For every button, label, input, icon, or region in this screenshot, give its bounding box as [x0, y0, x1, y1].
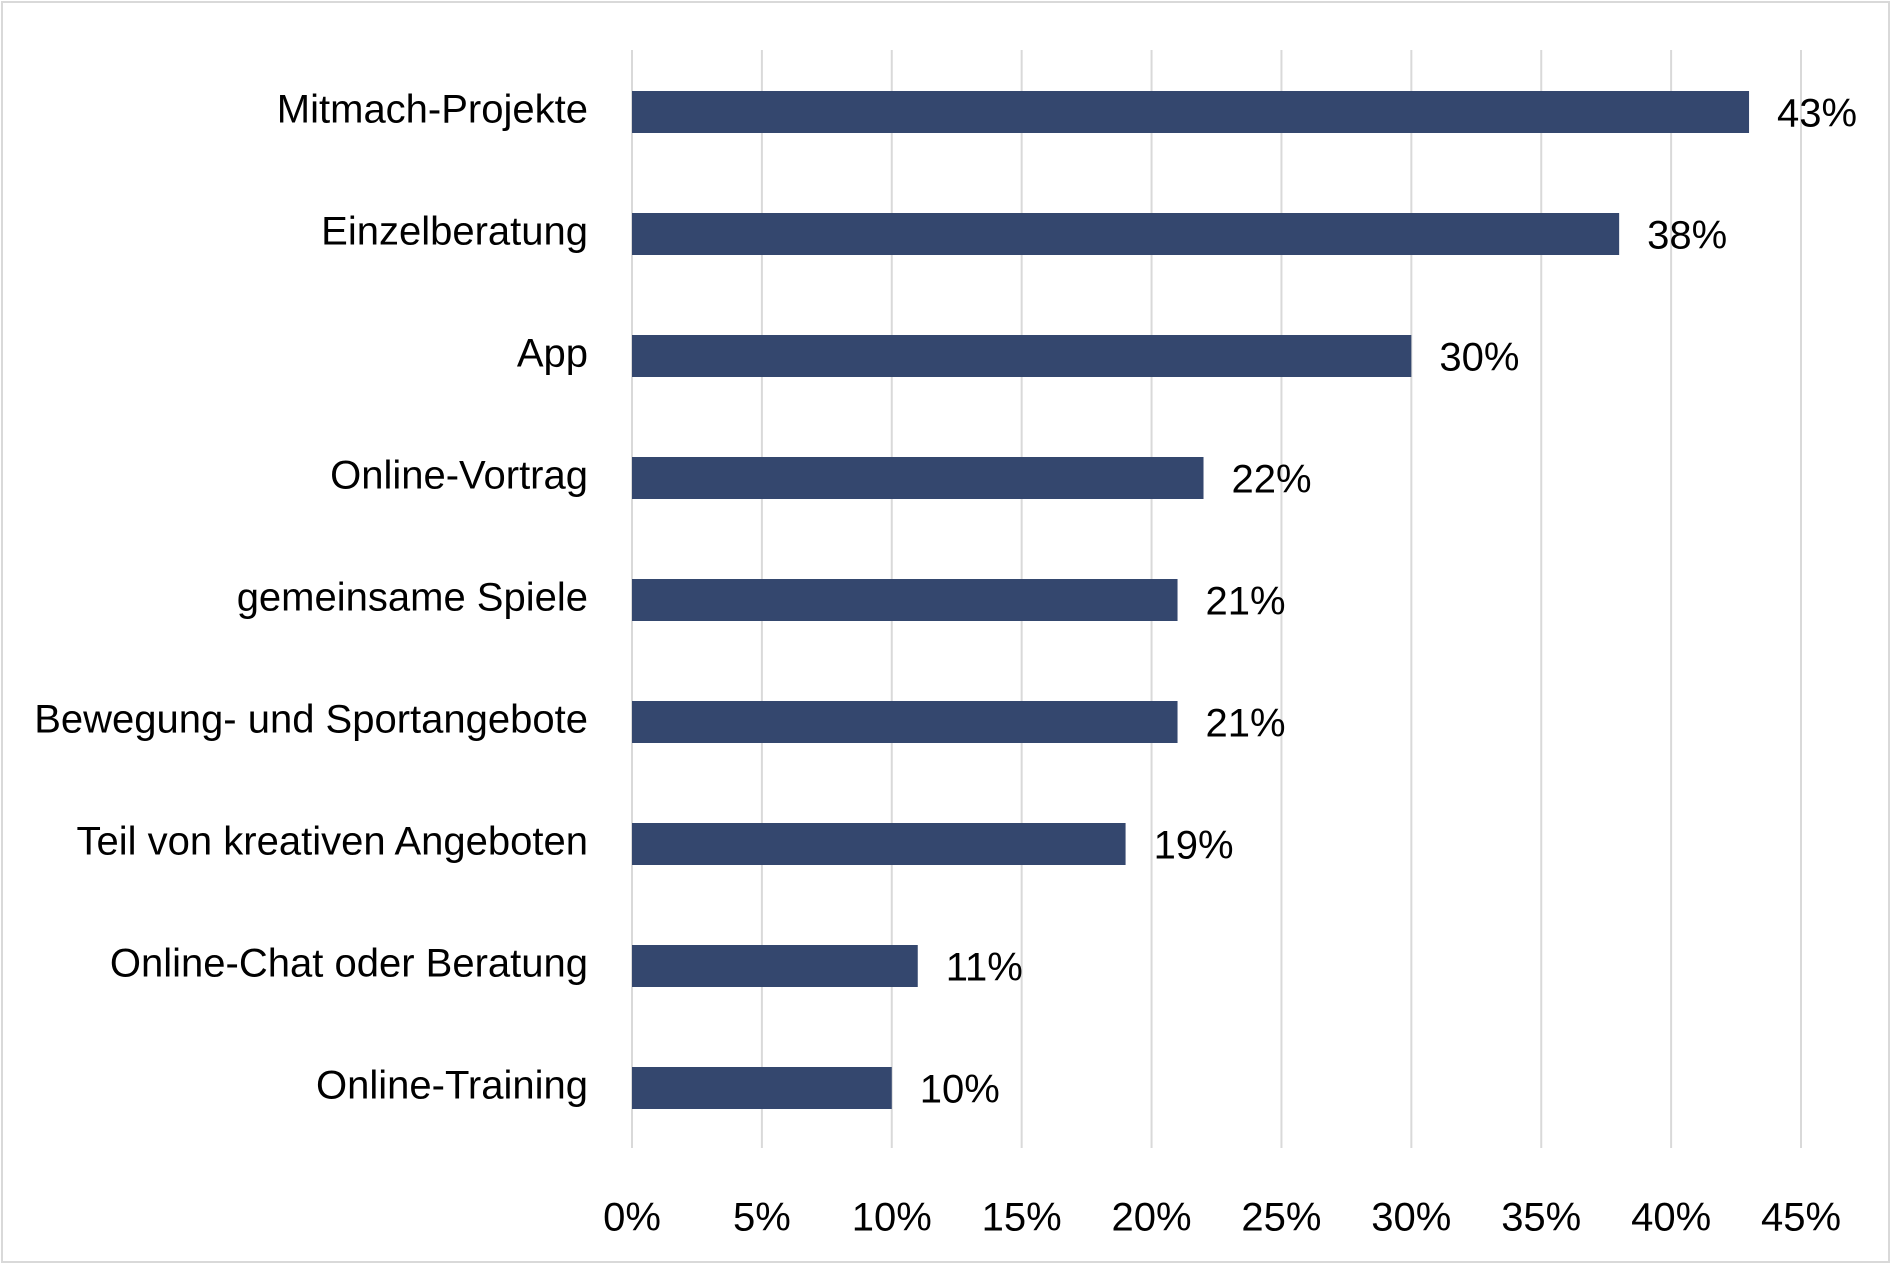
data-label: 10%	[920, 1068, 1000, 1112]
category-label: Mitmach-Projekte	[277, 88, 588, 132]
data-label: 38%	[1647, 214, 1727, 258]
x-tick-label: 35%	[1501, 1196, 1581, 1240]
data-labels: 43% 38% 30% 22% 21% 21% 19% 11% 10%	[920, 92, 1857, 1112]
x-tick-label: 45%	[1761, 1196, 1841, 1240]
data-label: 11%	[946, 946, 1023, 990]
category-label: gemeinsame Spiele	[237, 576, 588, 620]
x-tick-label: 10%	[852, 1196, 932, 1240]
data-label: 21%	[1206, 580, 1286, 624]
x-tick-label: 30%	[1371, 1196, 1451, 1240]
x-tick-label: 5%	[733, 1196, 791, 1240]
data-label: 43%	[1777, 92, 1857, 136]
category-label: Online-Chat oder Beratung	[110, 942, 588, 986]
x-tick-label: 20%	[1112, 1196, 1192, 1240]
data-label: 21%	[1206, 702, 1286, 746]
x-tick-label: 0%	[603, 1196, 661, 1240]
x-tick-label: 15%	[982, 1196, 1062, 1240]
bar	[632, 213, 1620, 255]
category-label: Bewegung- und Sportangebote	[34, 698, 588, 742]
bar	[632, 91, 1750, 133]
category-labels: Mitmach-Projekte Einzelberatung App Online-…	[34, 88, 588, 1108]
data-label: 22%	[1232, 458, 1312, 502]
x-tick-label: 25%	[1241, 1196, 1321, 1240]
data-label: 19%	[1154, 824, 1234, 868]
x-axis-tick-labels: 0% 5% 10% 15% 20% 25% 30% 35% 40% 45%	[603, 1196, 1841, 1240]
category-label: App	[517, 332, 588, 376]
bars	[632, 91, 1750, 1109]
category-label: Online-Vortrag	[330, 454, 588, 498]
bar	[632, 823, 1126, 865]
category-label: Teil von kreativen Angeboten	[77, 820, 588, 864]
category-label: Einzelberatung	[321, 210, 588, 254]
bar	[632, 701, 1178, 743]
bar	[632, 457, 1204, 499]
data-label: 30%	[1439, 336, 1519, 380]
bar	[632, 945, 918, 987]
bar	[632, 1067, 892, 1109]
x-tick-label: 40%	[1631, 1196, 1711, 1240]
bar	[632, 579, 1178, 621]
bar	[632, 335, 1412, 377]
category-label: Online-Training	[316, 1064, 588, 1108]
